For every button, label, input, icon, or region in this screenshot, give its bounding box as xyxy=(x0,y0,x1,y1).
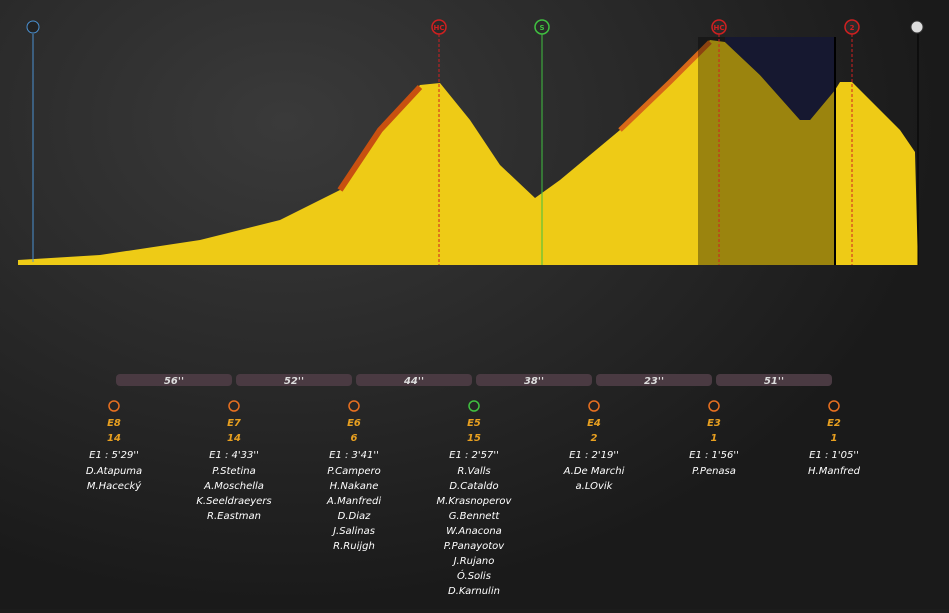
group-icon xyxy=(828,400,840,412)
rider-name: P.Campero xyxy=(327,466,380,477)
group-time: E1 : 1'05'' xyxy=(809,450,859,461)
marker-icon xyxy=(711,19,727,35)
group-icon xyxy=(108,400,120,412)
group-name: E7 xyxy=(227,418,241,429)
profile-area xyxy=(18,40,918,265)
profile xyxy=(18,20,924,265)
climb-shading xyxy=(337,84,423,192)
marker-label: 2 xyxy=(850,24,855,32)
group-count: 14 xyxy=(107,433,121,444)
rider-name: A.Manfredi xyxy=(326,496,381,507)
marker-label: S xyxy=(539,24,544,32)
rider-name: R.Valls xyxy=(457,466,490,477)
group-name: E8 xyxy=(107,418,121,429)
marker-label: HC xyxy=(434,24,445,32)
group-time: E1 : 3'41'' xyxy=(329,450,379,461)
gap-bar xyxy=(596,374,712,386)
marker-icon xyxy=(534,19,550,35)
rider-name: A.Moschella xyxy=(203,481,264,492)
rider-name: K.Seeldraeyers xyxy=(196,496,271,507)
group-count: 6 xyxy=(351,433,358,444)
group-count: 1 xyxy=(831,433,838,444)
rider-name: J.Rujano xyxy=(452,556,495,567)
gap-bar xyxy=(116,374,232,386)
gap-bar xyxy=(356,374,472,386)
rider-name: M.Krasnoperov xyxy=(437,496,513,507)
rider-name: H.Manfred xyxy=(808,466,861,477)
rider-name: D.Atapuma xyxy=(86,466,142,477)
marker-icon xyxy=(431,19,447,35)
group-name: E4 xyxy=(587,418,601,429)
rider-name: a.LOvik xyxy=(576,481,614,492)
finish-icon xyxy=(910,20,924,34)
selection-overlay xyxy=(698,37,835,265)
group-time: E1 : 2'19'' xyxy=(569,450,619,461)
gap-label: 56'' xyxy=(164,376,184,387)
group-name: E3 xyxy=(707,418,721,429)
rider-name: M.Hacecký xyxy=(87,480,142,492)
sky-region xyxy=(725,37,835,120)
rider-name: H.Nakane xyxy=(330,481,379,492)
gap-bar xyxy=(476,374,592,386)
group-count: 15 xyxy=(467,433,481,444)
gap-label: 52'' xyxy=(284,376,304,387)
group-time: E1 : 1'56'' xyxy=(689,450,739,461)
group-name: E6 xyxy=(347,418,361,429)
marker-label: HC xyxy=(714,24,725,32)
rider-name: P.Stetina xyxy=(212,466,255,477)
gap-label: 38'' xyxy=(524,376,544,387)
start-icon xyxy=(26,20,40,34)
group-name: E5 xyxy=(467,418,481,429)
rider-name: P.Penasa xyxy=(692,466,736,477)
group-count: 1 xyxy=(711,433,718,444)
gap-bar xyxy=(236,374,352,386)
rider-name: W.Anacona xyxy=(446,526,502,537)
rider-name: D.Cataldo xyxy=(449,481,498,492)
rider-name: R.Ruijgh xyxy=(333,541,375,552)
group-icon xyxy=(468,400,480,412)
group-icon xyxy=(588,400,600,412)
group-time: E1 : 5'29'' xyxy=(89,450,139,461)
group-count: 2 xyxy=(591,433,598,444)
rider-name: D.Karnulin xyxy=(448,586,500,597)
rider-name: D.Diaz xyxy=(338,511,371,522)
rider-name: A.De Marchi xyxy=(563,466,625,477)
rider-name: J.Salinas xyxy=(331,526,375,537)
gap-label: 51'' xyxy=(764,376,784,387)
gap-bar xyxy=(716,374,832,386)
gap-label: 44'' xyxy=(403,376,424,387)
climb-shading xyxy=(618,40,712,132)
group-time: E1 : 4'33'' xyxy=(209,450,259,461)
group-time: E1 : 2'57'' xyxy=(449,450,499,461)
group-name: E2 xyxy=(827,418,841,429)
group-icon xyxy=(348,400,360,412)
marker-icon xyxy=(844,19,860,35)
rider-name: P.Panayotov xyxy=(444,541,506,552)
rider-name: G.Bennett xyxy=(449,511,501,522)
group-count: 14 xyxy=(227,433,241,444)
rider-name: R.Eastman xyxy=(207,511,261,522)
group-icon xyxy=(228,400,240,412)
group-icon xyxy=(708,400,720,412)
rider-name: Ó.Solis xyxy=(457,569,491,582)
gap-label: 23'' xyxy=(644,376,664,387)
